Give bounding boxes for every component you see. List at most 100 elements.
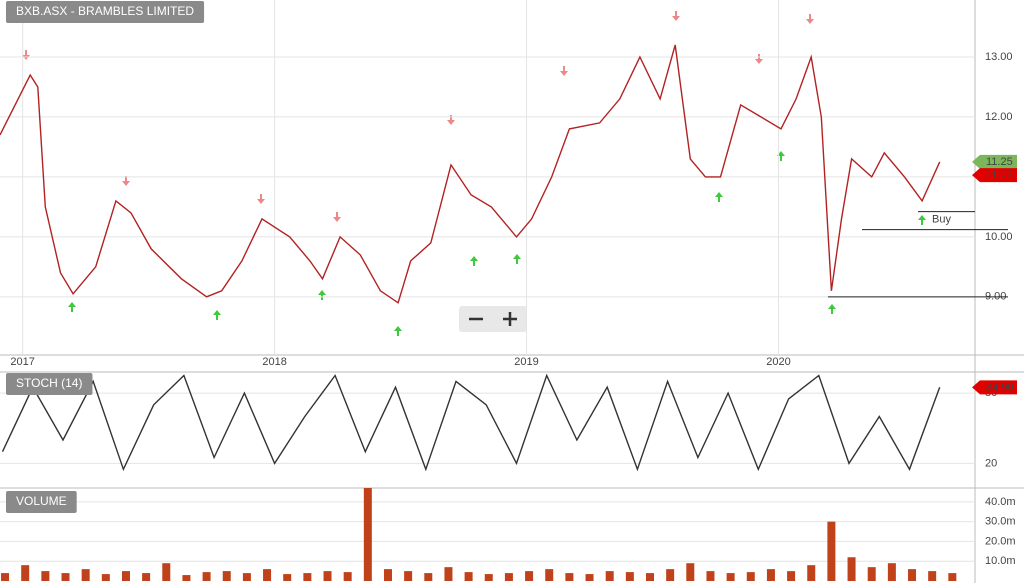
- volume-bar: [81, 569, 90, 581]
- arrow: [513, 254, 521, 264]
- series-line: [0, 44, 941, 304]
- arrow: [333, 212, 341, 222]
- volume-bar: [726, 573, 735, 581]
- arrow: [918, 215, 926, 225]
- volume-bar: [605, 571, 614, 581]
- volume-bar: [363, 488, 372, 581]
- volume-bar: [746, 572, 755, 581]
- title-box: [6, 491, 77, 513]
- y-tick-label: 12.00: [985, 111, 1013, 123]
- arrow: [560, 66, 568, 76]
- annotation: Buy: [932, 214, 951, 226]
- volume-bar: [666, 569, 675, 581]
- panel-title-text: STOCH (14): [16, 376, 82, 390]
- y-tick-label: 13.00: [985, 51, 1013, 63]
- arrow: [22, 50, 30, 60]
- series-line: [1, 373, 941, 472]
- arrow: [777, 151, 785, 161]
- volume-bar: [101, 574, 110, 581]
- arrow: [447, 115, 455, 125]
- arrow: [828, 304, 836, 314]
- arrow: [755, 54, 763, 64]
- volume-bar: [807, 565, 816, 581]
- panel-title: BXB.ASX - BRAMBLES LIMITED: [6, 1, 205, 23]
- volume-bar: [525, 571, 534, 581]
- volume-bar: [263, 569, 272, 581]
- volume-bar: [887, 563, 896, 581]
- panel-title-text: VOLUME: [16, 494, 67, 508]
- volume-bar: [928, 571, 937, 581]
- volume-bar: [686, 563, 695, 581]
- volume-bar: [625, 572, 634, 581]
- volume-bar: [404, 571, 413, 581]
- volume-bar: [242, 573, 251, 581]
- arrow: [213, 310, 221, 320]
- y-tick-label: 10.00: [985, 231, 1013, 243]
- volume-bar: [142, 573, 151, 581]
- y-tick-label: 40.0m: [985, 496, 1016, 508]
- price-badge-label: 11.25: [986, 156, 1013, 168]
- y-tick-label: 20.0m: [985, 535, 1016, 547]
- volume-bar: [545, 569, 554, 581]
- volume-bar: [202, 572, 211, 581]
- volume-bar: [464, 572, 473, 581]
- volume-bar: [787, 571, 796, 581]
- panel-title: STOCH (14): [6, 373, 93, 395]
- volume-bar: [182, 575, 191, 581]
- volume-bar: [444, 567, 453, 581]
- price-badge-label: 84.90: [986, 381, 1014, 393]
- volume-bar: [484, 574, 493, 581]
- arrow: [68, 302, 76, 312]
- volume-bar: [283, 574, 292, 581]
- volume-bar: [162, 563, 171, 581]
- arrow: [122, 176, 130, 186]
- volume-bar: [827, 521, 836, 581]
- volume-bar: [343, 572, 352, 581]
- volume-bar: [646, 573, 654, 581]
- volume-bar: [323, 571, 332, 581]
- arrow: [257, 194, 265, 204]
- volume-bar: [424, 573, 433, 581]
- buy-arrows: [68, 151, 926, 336]
- zoom-in[interactable]: [503, 312, 517, 326]
- price-badge-label: 11.03: [986, 169, 1013, 181]
- x-tick-label: 2019: [514, 356, 538, 368]
- volume-bar: [41, 571, 50, 581]
- y-tick-label: 10.0m: [985, 555, 1016, 567]
- zoom-controls: [459, 306, 527, 332]
- volume-bar: [847, 557, 856, 581]
- title-box: [6, 373, 93, 395]
- x-tick-label: 2018: [262, 356, 286, 368]
- x-tick-label: 2020: [766, 356, 790, 368]
- volume-bar: [565, 573, 574, 581]
- arrow: [394, 326, 402, 336]
- sell-arrows: [22, 11, 814, 222]
- volume-bar: [706, 571, 715, 581]
- volume-bar: [504, 573, 513, 581]
- volume-bar: [908, 569, 917, 581]
- volume-bar: [948, 573, 957, 581]
- volume-bar: [222, 571, 231, 581]
- volume-bar: [303, 573, 312, 581]
- volume-bar: [766, 569, 775, 581]
- price-badge: [972, 154, 1017, 169]
- y-tick-label: 30.0m: [985, 516, 1016, 528]
- volume-bar: [121, 571, 130, 581]
- price-badge: [972, 168, 1017, 183]
- arrow: [806, 14, 814, 24]
- volume-bar: [867, 567, 876, 581]
- y-tick-label: 20: [985, 457, 997, 469]
- x-tick-label: 2017: [10, 356, 34, 368]
- volume-bar: [61, 573, 70, 581]
- arrow: [470, 256, 478, 266]
- volume-bar: [21, 565, 30, 581]
- volume-bar: [1, 573, 10, 581]
- panel-title-text: BXB.ASX - BRAMBLES LIMITED: [16, 4, 194, 18]
- arrow: [672, 11, 680, 21]
- panel-title: VOLUME: [6, 491, 77, 513]
- volume-bar: [383, 569, 392, 581]
- arrow: [715, 192, 723, 202]
- title-box: [6, 1, 205, 23]
